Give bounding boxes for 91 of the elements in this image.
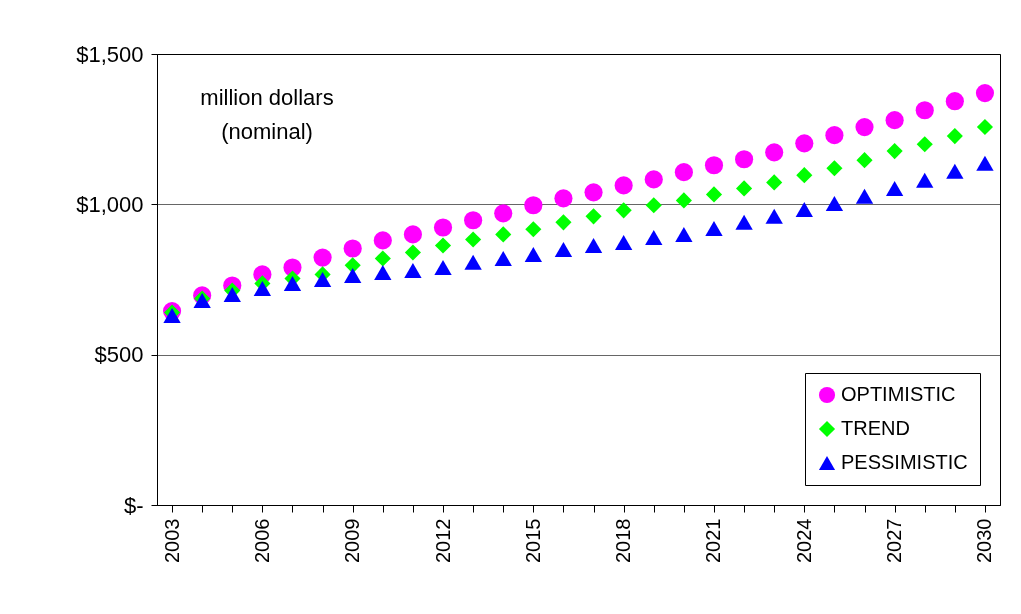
point xyxy=(765,208,783,224)
point xyxy=(915,101,934,120)
point xyxy=(975,84,995,103)
point xyxy=(825,195,844,211)
point xyxy=(855,118,874,137)
x-tick-label: 2012 xyxy=(431,518,454,563)
point xyxy=(735,214,753,230)
point xyxy=(614,176,633,195)
point xyxy=(374,265,392,281)
point xyxy=(856,152,873,169)
point xyxy=(554,189,573,208)
point xyxy=(584,183,603,202)
point xyxy=(916,136,933,153)
legend-label: TREND xyxy=(841,417,910,439)
point xyxy=(584,238,603,254)
x-tick-label: 2006 xyxy=(250,518,273,563)
point xyxy=(946,163,964,179)
legend-label: OPTIMISTIC xyxy=(841,383,956,405)
y-tick-label: $500 xyxy=(94,342,144,368)
point xyxy=(976,155,994,171)
point xyxy=(524,247,542,263)
point xyxy=(343,239,362,258)
annotation: (nominal) xyxy=(221,119,313,144)
x-tick-label: 2018 xyxy=(612,518,635,563)
point xyxy=(766,174,783,191)
y-tick-label: $1,500 xyxy=(76,41,144,67)
point xyxy=(796,167,813,184)
point xyxy=(645,197,662,214)
x-tick-label: 2009 xyxy=(341,518,364,563)
point xyxy=(885,180,904,196)
point xyxy=(344,268,362,284)
point xyxy=(465,231,482,248)
point xyxy=(253,281,272,297)
point xyxy=(464,211,483,230)
x-tick-label: 2027 xyxy=(883,518,906,563)
point xyxy=(765,143,784,162)
point xyxy=(434,259,452,275)
x-tick-label: 2021 xyxy=(702,518,725,563)
point xyxy=(494,204,513,223)
point xyxy=(434,237,452,254)
x-tick-label: 2030 xyxy=(973,518,996,563)
point xyxy=(885,111,904,130)
point xyxy=(705,220,723,236)
point xyxy=(495,226,512,243)
x-tick-label: 2003 xyxy=(160,518,183,563)
point xyxy=(404,262,422,278)
point xyxy=(223,287,241,303)
point xyxy=(555,214,572,231)
point xyxy=(494,250,512,266)
point xyxy=(344,257,361,274)
point xyxy=(886,143,903,160)
point xyxy=(433,218,453,237)
point xyxy=(674,163,693,182)
point xyxy=(404,244,421,261)
legend-label: PESSIMISTIC xyxy=(841,451,968,473)
x-tick-label: 2015 xyxy=(521,518,544,563)
point xyxy=(373,231,392,250)
point xyxy=(795,201,813,217)
point xyxy=(946,128,963,145)
point xyxy=(525,221,542,238)
point xyxy=(374,250,391,267)
point xyxy=(976,119,994,136)
point xyxy=(585,208,602,225)
point xyxy=(825,126,844,145)
point xyxy=(704,156,724,175)
point xyxy=(855,188,874,204)
y-tick-label: $1,000 xyxy=(76,191,144,217)
point xyxy=(163,308,181,324)
point xyxy=(675,192,692,209)
point xyxy=(313,248,332,267)
annotation: million dollars xyxy=(200,85,334,110)
point xyxy=(464,254,482,270)
point xyxy=(644,170,663,189)
point xyxy=(945,92,964,111)
point xyxy=(554,241,573,257)
point xyxy=(736,180,753,197)
point xyxy=(795,134,814,153)
point xyxy=(313,272,332,287)
point xyxy=(615,235,633,251)
x-tick-label: 2024 xyxy=(792,518,815,563)
point xyxy=(705,186,723,203)
point xyxy=(283,275,302,291)
point xyxy=(615,202,632,219)
point xyxy=(735,150,754,169)
point xyxy=(675,226,693,242)
point xyxy=(645,229,663,245)
point xyxy=(916,172,934,188)
point xyxy=(524,196,543,215)
point xyxy=(403,225,422,244)
y-tick-label: $- xyxy=(123,492,144,518)
point xyxy=(826,160,843,177)
